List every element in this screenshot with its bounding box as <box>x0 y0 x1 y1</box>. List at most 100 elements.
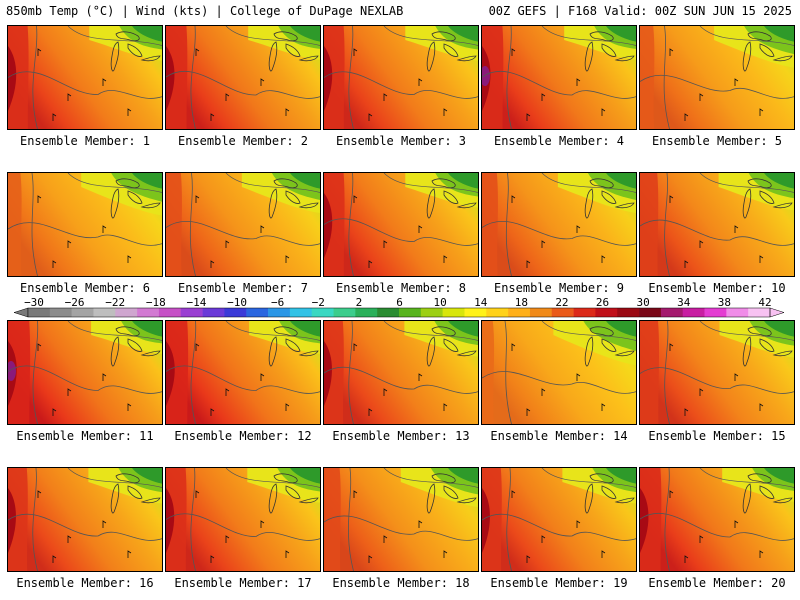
ensemble-member-caption: Ensemble Member: 4 <box>493 134 625 148</box>
temperature-map <box>640 173 794 276</box>
ensemble-map-panel <box>639 172 795 277</box>
colorbar-tick-label: 6 <box>396 296 403 309</box>
temperature-map <box>482 468 636 571</box>
colorbar-left-arrow <box>13 307 29 318</box>
colorbar-tick-label: 14 <box>474 296 488 309</box>
colorbar-segment <box>508 308 531 317</box>
ensemble-map-panel <box>323 25 479 130</box>
ensemble-member-caption: Ensemble Member: 8 <box>335 281 467 295</box>
ensemble-map-panel <box>323 320 479 425</box>
colorbar-segment <box>486 308 509 317</box>
ensemble-member-caption: Ensemble Member: 18 <box>332 576 470 590</box>
temperature-map <box>640 321 794 424</box>
temperature-map <box>8 468 162 571</box>
ensemble-map-panel <box>481 467 637 572</box>
ensemble-map-panel <box>323 467 479 572</box>
ensemble-map-panel <box>165 320 321 425</box>
colorbar-segment <box>617 308 640 317</box>
temperature-map <box>324 26 478 129</box>
colorbar-tick-label: 38 <box>718 296 731 309</box>
colorbar-segment <box>224 308 247 317</box>
temperature-map <box>324 321 478 424</box>
colorbar-tick-label: 10 <box>433 296 446 309</box>
ensemble-map-panel <box>7 172 163 277</box>
colorbar-tick-label: −30 <box>24 296 44 309</box>
colorbar-tick-label: 42 <box>758 296 771 309</box>
colorbar-segment <box>748 308 771 317</box>
ensemble-map-panel <box>481 320 637 425</box>
ensemble-member-caption: Ensemble Member: 11 <box>16 429 154 443</box>
ensemble-member-caption: Ensemble Member: 7 <box>177 281 309 295</box>
ensemble-member-caption: Ensemble Member: 20 <box>648 576 786 590</box>
ensemble-member-caption: Ensemble Member: 14 <box>490 429 628 443</box>
temperature-map <box>640 468 794 571</box>
ensemble-map-panel <box>165 467 321 572</box>
ensemble-map-panel <box>639 25 795 130</box>
colorbar-tick-label: 2 <box>356 296 363 309</box>
ensemble-member-caption: Ensemble Member: 10 <box>648 281 786 295</box>
temperature-map <box>324 173 478 276</box>
ensemble-map-panel <box>639 320 795 425</box>
colorbar-tick-label: −22 <box>105 296 125 309</box>
colorbar-segment <box>704 308 727 317</box>
colorbar-tick-label: −26 <box>65 296 85 309</box>
colorbar-segment <box>333 308 356 317</box>
colorbar-segment <box>355 308 378 317</box>
colorbar-tick-label: 30 <box>637 296 650 309</box>
temperature-map <box>324 468 478 571</box>
colorbar-segment <box>158 308 182 317</box>
colorbar-tick-label: −14 <box>187 296 207 309</box>
ensemble-member-caption: Ensemble Member: 17 <box>174 576 312 590</box>
temperature-map <box>482 173 636 276</box>
colorbar-segment <box>595 308 618 317</box>
temperature-map <box>8 26 162 129</box>
colorbar-segment <box>49 308 72 317</box>
colorbar-segment <box>660 308 684 317</box>
temperature-map <box>8 173 162 276</box>
ensemble-map-panel <box>639 467 795 572</box>
ensemble-map-panel <box>481 172 637 277</box>
colorbar-segment <box>639 308 662 317</box>
temperature-map <box>166 468 320 571</box>
temperature-map <box>8 321 162 424</box>
colorbar-tick-label: −18 <box>146 296 166 309</box>
colorbar-segment <box>115 308 138 317</box>
ensemble-member-caption: Ensemble Member: 15 <box>648 429 786 443</box>
temperature-map <box>482 321 636 424</box>
ensemble-member-caption: Ensemble Member: 5 <box>651 134 783 148</box>
colorbar-segment <box>93 308 116 317</box>
colorbar-segment <box>529 308 553 317</box>
ensemble-member-caption: Ensemble Member: 3 <box>335 134 467 148</box>
colorbar-segment <box>442 308 465 317</box>
ensemble-member-caption: Ensemble Member: 9 <box>493 281 625 295</box>
ensemble-member-caption: Ensemble Member: 16 <box>16 576 154 590</box>
colorbar-segment <box>137 308 160 317</box>
colorbar-segment <box>28 308 51 317</box>
colorbar-segment <box>551 308 574 317</box>
ensemble-member-caption: Ensemble Member: 6 <box>19 281 151 295</box>
colorbar-segment <box>246 308 269 317</box>
temperature-map <box>640 26 794 129</box>
ensemble-map-panel <box>7 320 163 425</box>
colorbar-segment <box>202 308 225 317</box>
ensemble-member-caption: Ensemble Member: 19 <box>490 576 628 590</box>
colorbar-tick-label: 22 <box>555 296 568 309</box>
temperature-map <box>166 173 320 276</box>
colorbar-right-arrow <box>769 307 785 318</box>
colorbar-tick-label: 18 <box>515 296 528 309</box>
temperature-colorbar: −30 −26 −22 −18 −14 −10 −6 −2 2 6 10 14 18 22 26 30 34 38… <box>13 296 785 318</box>
temperature-map <box>166 321 320 424</box>
colorbar-tick-label: 34 <box>677 296 691 309</box>
colorbar-segment <box>311 308 334 317</box>
header-title: 850mb Temp (°C) | Wind (kts) | College o… <box>6 4 404 18</box>
header-run-info: 00Z GEFS | F168 Valid: 00Z SUN JUN 15 20… <box>488 4 792 18</box>
colorbar-tick-label: −6 <box>271 296 284 309</box>
ensemble-map-panel <box>165 172 321 277</box>
temperature-map <box>482 26 636 129</box>
colorbar-segment <box>377 308 400 317</box>
temperature-map <box>166 26 320 129</box>
colorbar-tick-label: −10 <box>227 296 247 309</box>
colorbar-segment <box>180 308 203 317</box>
ensemble-member-caption: Ensemble Member: 2 <box>177 134 309 148</box>
colorbar-segment <box>682 308 705 317</box>
